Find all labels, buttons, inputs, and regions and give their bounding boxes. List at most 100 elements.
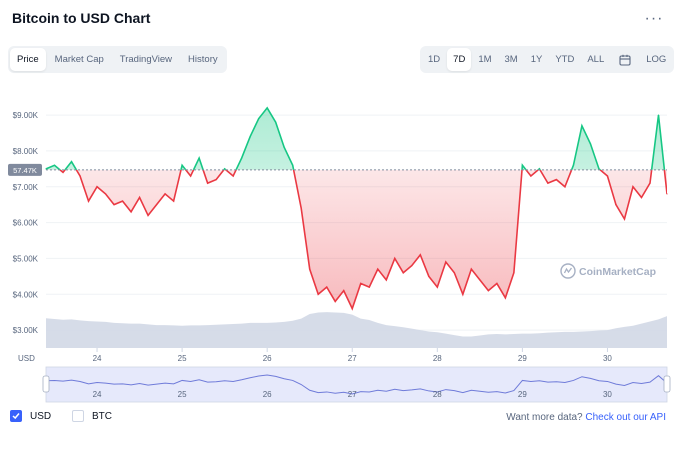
price-point [275,121,277,123]
price-point [181,164,183,166]
navigator-window [45,366,668,403]
range-log[interactable]: LOG [646,54,667,65]
coinmarketcap-logo-mark [563,267,573,274]
price-point [121,200,124,202]
navigator-line [45,374,668,395]
price-point [598,168,600,170]
navigator-tick-label: 30 [603,390,612,399]
price-point [147,214,149,217]
price-point [436,286,438,288]
price-point [555,178,558,181]
price-point [521,164,523,166]
reference-badge [8,163,42,176]
price-point [207,182,209,184]
price-point [385,279,387,281]
price-point [453,272,455,274]
more-options-icon[interactable]: ··· [644,10,664,27]
price-point [292,164,294,166]
range-ytd[interactable]: YTD [555,54,575,65]
price-point [666,193,668,195]
tab-price[interactable]: Price [10,48,46,71]
price-point [657,114,660,116]
usd-checkbox[interactable] [10,410,22,422]
range-all[interactable]: ALL [587,54,605,65]
y-tick-label: $5.00K [13,254,39,263]
price-point [334,300,336,303]
price-point [113,204,115,206]
price-point [589,143,592,145]
price-point [538,168,540,170]
tab-history[interactable]: History [188,54,218,65]
page-title: Bitcoin to USD Chart [12,10,151,26]
price-point [487,290,489,292]
price-point [62,171,64,174]
price-line-down [58,169,667,311]
price-point [79,175,81,177]
x-axis-label: USD [18,354,35,363]
time-range-bar: 1D 7D 1M 3M 1Y YTD ALL LOG [420,46,675,73]
navigator-tick-label: 27 [348,390,357,399]
x-tick-label: 27 [348,354,357,363]
price-point [530,175,532,177]
legend-btc[interactable]: BTC [72,410,112,422]
price-point [215,178,217,181]
x-tick-label: 25 [178,354,187,363]
volume-area [46,312,667,348]
price-point [138,196,141,199]
btc-label: BTC [92,410,112,422]
price-point [581,125,583,127]
navigator-handle-left[interactable] [42,375,50,393]
price-point [411,264,413,267]
price-point [224,168,226,170]
price-point [130,211,132,213]
price-point [300,207,302,209]
price-point [198,157,200,159]
navigator-tick-label: 24 [93,390,102,399]
watermark-text: CoinMarketCap [579,266,656,278]
price-point [470,268,472,270]
range-1y[interactable]: 1Y [530,54,543,65]
price-point [377,268,379,270]
price-fill-down [60,169,667,309]
api-link[interactable]: Check out our API [585,412,666,423]
range-1m[interactable]: 1M [478,54,492,65]
btc-checkbox[interactable] [72,410,84,422]
price-point [368,286,370,288]
navigator-handle-right[interactable] [663,375,671,393]
range-1d[interactable]: 1D [428,54,441,65]
price-point [343,290,345,292]
price-point [496,282,498,285]
x-tick-label: 26 [263,354,272,363]
price-point [547,182,549,184]
calendar-icon[interactable] [611,48,639,71]
price-point [640,196,643,199]
range-7d[interactable]: 7D [447,48,472,71]
usd-label: USD [30,410,52,422]
x-tick-label: 29 [518,354,527,363]
price-point [649,182,651,184]
price-chart[interactable]: 57.47K $9.00K $8.00K $7.00K $6.00K $5.00K $4.… [0,80,680,405]
price-point [606,175,609,177]
price-point [164,193,166,195]
reference-label: 57.47K [13,166,37,175]
price-point [351,307,353,310]
price-point [45,168,47,170]
price-point [462,293,464,295]
price-point [360,282,362,285]
legend-usd[interactable]: USD [10,410,51,422]
y-tick-label: $4.00K [13,290,39,299]
more-data-text: Want more data? [506,412,583,423]
tab-tradingview[interactable]: TradingView [119,54,173,65]
price-point [326,286,328,288]
price-point [53,164,56,166]
price-point [309,268,311,270]
tab-market-cap[interactable]: Market Cap [54,54,104,65]
price-point [564,186,566,188]
coinmarketcap-logo-icon [560,263,576,279]
price-point [615,204,617,206]
range-3m[interactable]: 3M [504,54,518,65]
price-point [428,275,430,277]
price-point [513,272,515,274]
navigator-tick-label: 29 [518,390,527,399]
price-point [173,200,175,202]
